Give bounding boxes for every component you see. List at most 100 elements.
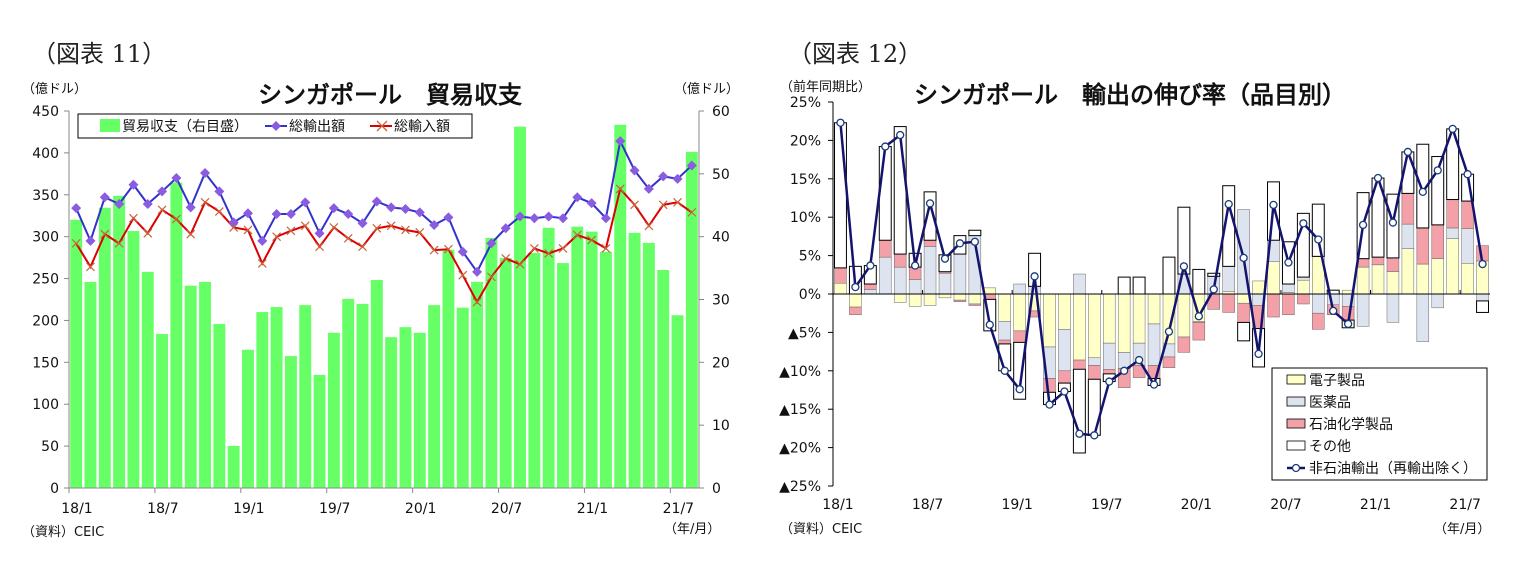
x-tick-label: 19/7	[1091, 497, 1122, 513]
bar-trade-balance	[98, 207, 111, 488]
marker-imports	[186, 229, 196, 239]
bar-pharma	[864, 289, 877, 295]
bar-electronics	[1013, 293, 1026, 332]
legend-label-total: 非石油輸出（再輸出除く）	[1309, 461, 1477, 477]
marker-imports	[71, 238, 81, 248]
bar-petrochem	[1401, 193, 1415, 225]
bar-other	[1132, 276, 1146, 295]
left-tick-label: 350	[32, 188, 59, 204]
bar-trade-balance	[342, 298, 355, 488]
marker-total	[1060, 387, 1069, 396]
bar-pharma	[1147, 323, 1161, 366]
marker-exports	[615, 136, 626, 147]
line-exports	[75, 138, 693, 274]
marker-imports	[429, 245, 439, 255]
bar-petrochem	[1297, 293, 1310, 305]
bar-other	[1192, 268, 1206, 295]
marker-total	[1090, 431, 1099, 440]
marker-exports	[600, 213, 611, 224]
bar-electronics	[1252, 280, 1265, 295]
bar-other	[878, 146, 892, 241]
marker-total	[1284, 258, 1293, 267]
marker-imports	[171, 214, 181, 224]
bar-trade-balance	[227, 445, 240, 488]
y-tick-label: 15%	[790, 172, 821, 188]
marker-total	[1105, 377, 1114, 386]
bar-trade-balance	[499, 258, 512, 488]
marker-exports	[572, 192, 583, 203]
marker-total	[1254, 349, 1263, 359]
y-tick-label: ▲25%	[779, 479, 821, 495]
marker-imports	[358, 242, 367, 252]
bar-pharma	[1073, 273, 1086, 295]
marker-exports	[271, 209, 282, 220]
left-tick-label: 250	[32, 272, 59, 288]
bar-petrochem	[849, 306, 862, 315]
y-tick-label: 20%	[790, 133, 821, 149]
bar-pharma	[1386, 293, 1400, 323]
bar-pharma	[938, 273, 952, 295]
bar-trade-balance	[170, 182, 183, 488]
bar-petrochem	[1043, 378, 1056, 393]
bar-pharma	[1028, 286, 1041, 295]
bar-pharma	[953, 253, 967, 295]
legend-swatch-pharma	[1286, 396, 1306, 407]
bar-trade-balance	[127, 231, 140, 489]
left-tick-label: 300	[32, 230, 59, 246]
marker-exports	[672, 173, 683, 184]
marker-exports	[328, 203, 339, 214]
y-tick-label: ▲5%	[788, 325, 821, 341]
x-axis-unit: （年/月）	[664, 522, 720, 537]
x-axis-unit: （年/月）	[1434, 522, 1490, 537]
marker-exports	[142, 198, 153, 209]
chart-title: シンガポール 貿易収支	[258, 81, 523, 109]
x-tick-label: 18/1	[61, 501, 92, 517]
marker-imports	[687, 207, 697, 217]
left-tick-label: 450	[32, 104, 59, 120]
bar-petrochem	[1312, 312, 1325, 330]
bar-petrochem	[1237, 302, 1250, 323]
marker-total	[1418, 187, 1427, 197]
marker-imports	[558, 243, 568, 253]
bar-pharma	[1103, 342, 1116, 370]
bar-petrochem	[1446, 199, 1459, 229]
marker-exports	[629, 165, 640, 176]
marker-exports	[85, 235, 96, 246]
x-tick-label: 21/7	[1449, 497, 1480, 513]
bar-trade-balance	[428, 305, 441, 488]
bar-other	[1013, 341, 1027, 400]
bar-other	[1177, 206, 1191, 275]
marker-exports	[386, 202, 397, 213]
bar-electronics	[1461, 263, 1474, 295]
bar-trade-balance	[685, 151, 698, 488]
right-tick-label: 40	[712, 230, 730, 246]
bar-petrochem	[1267, 293, 1280, 318]
bar-petrochem	[1431, 224, 1444, 259]
marker-imports	[100, 229, 110, 239]
marker-imports	[415, 228, 425, 237]
marker-imports	[143, 228, 153, 238]
marker-total	[940, 254, 950, 263]
legend-swatch-petrochem	[1286, 418, 1306, 429]
marker-exports	[242, 208, 253, 219]
figure-label: （図表 12）	[788, 40, 922, 68]
bar-pharma	[1476, 293, 1489, 302]
marker-imports	[501, 254, 511, 263]
legend-label-imports: 総輸入額	[394, 119, 450, 135]
bar-trade-balance	[528, 253, 541, 488]
marker-exports	[414, 207, 425, 218]
marker-exports	[285, 209, 296, 220]
marker-imports	[529, 243, 539, 253]
bar-other	[1162, 256, 1176, 295]
left-tick-label: 400	[32, 146, 59, 162]
bar-petrochem	[1416, 227, 1430, 265]
bar-electronics	[1237, 293, 1250, 304]
bar-pharma	[1416, 293, 1430, 342]
bar-trade-balance	[327, 332, 340, 488]
marker-imports	[200, 197, 210, 207]
marker-imports	[372, 223, 382, 233]
bar-electronics	[1416, 263, 1430, 295]
bar-petrochem	[893, 253, 907, 268]
marker-total	[1179, 262, 1189, 271]
marker-exports	[300, 197, 311, 208]
